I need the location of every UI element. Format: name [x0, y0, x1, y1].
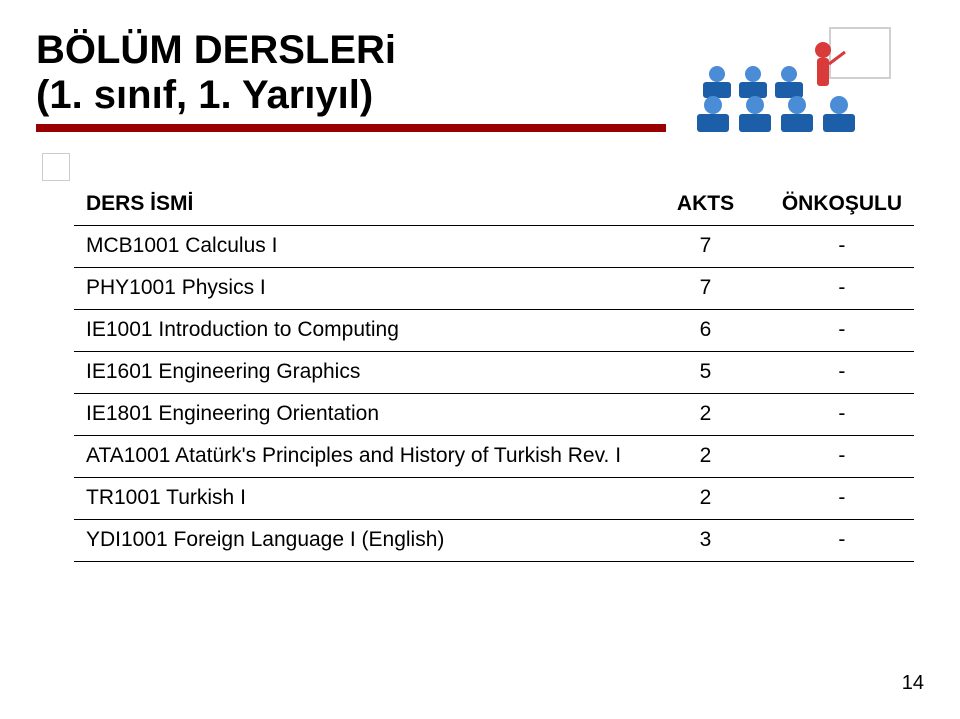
table-row: IE1601 Engineering Graphics 5 - [74, 351, 914, 393]
table-row: MCB1001 Calculus I 7 - [74, 225, 914, 267]
cell-course-name: ATA1001 Atatürk's Principles and History… [74, 435, 641, 477]
cell-course-name: IE1601 Engineering Graphics [74, 351, 641, 393]
table-row: IE1001 Introduction to Computing 6 - [74, 309, 914, 351]
cell-akts: 2 [641, 477, 770, 519]
slide: BÖLÜM DERSLERi (1. sınıf, 1. Yarıyıl) [0, 0, 960, 719]
table-header-row: DERS İSMİ AKTS ÖNKOŞULU [74, 184, 914, 226]
cell-prereq: - [770, 393, 914, 435]
table-row: TR1001 Turkish I 2 - [74, 477, 914, 519]
header-prereq: ÖNKOŞULU [770, 184, 914, 226]
cell-akts: 5 [641, 351, 770, 393]
cell-course-name: MCB1001 Calculus I [74, 225, 641, 267]
cell-prereq: - [770, 435, 914, 477]
classroom-illustration [695, 22, 900, 142]
cell-course-name: YDI1001 Foreign Language I (English) [74, 519, 641, 561]
cell-akts: 7 [641, 225, 770, 267]
table-row: ATA1001 Atatürk's Principles and History… [74, 435, 914, 477]
cell-course-name: TR1001 Turkish I [74, 477, 641, 519]
course-table: DERS İSMİ AKTS ÖNKOŞULU MCB1001 Calculus… [74, 184, 914, 562]
table-row: YDI1001 Foreign Language I (English) 3 - [74, 519, 914, 561]
cell-course-name: IE1801 Engineering Orientation [74, 393, 641, 435]
title-underline-rule [36, 124, 666, 132]
cell-akts: 6 [641, 309, 770, 351]
page-number: 14 [902, 672, 924, 695]
cell-akts: 2 [641, 393, 770, 435]
cell-prereq: - [770, 519, 914, 561]
header-akts: AKTS [641, 184, 770, 226]
cell-prereq: - [770, 351, 914, 393]
course-table-container: DERS İSMİ AKTS ÖNKOŞULU MCB1001 Calculus… [36, 184, 924, 562]
cell-akts: 2 [641, 435, 770, 477]
cell-course-name: IE1001 Introduction to Computing [74, 309, 641, 351]
cell-akts: 3 [641, 519, 770, 561]
cell-course-name: PHY1001 Physics I [74, 267, 641, 309]
cell-prereq: - [770, 267, 914, 309]
header-course-name: DERS İSMİ [74, 184, 641, 226]
table-row: IE1801 Engineering Orientation 2 - [74, 393, 914, 435]
cell-prereq: - [770, 477, 914, 519]
table-row: PHY1001 Physics I 7 - [74, 267, 914, 309]
cell-prereq: - [770, 225, 914, 267]
cell-akts: 7 [641, 267, 770, 309]
small-decorative-square [42, 153, 70, 181]
cell-prereq: - [770, 309, 914, 351]
